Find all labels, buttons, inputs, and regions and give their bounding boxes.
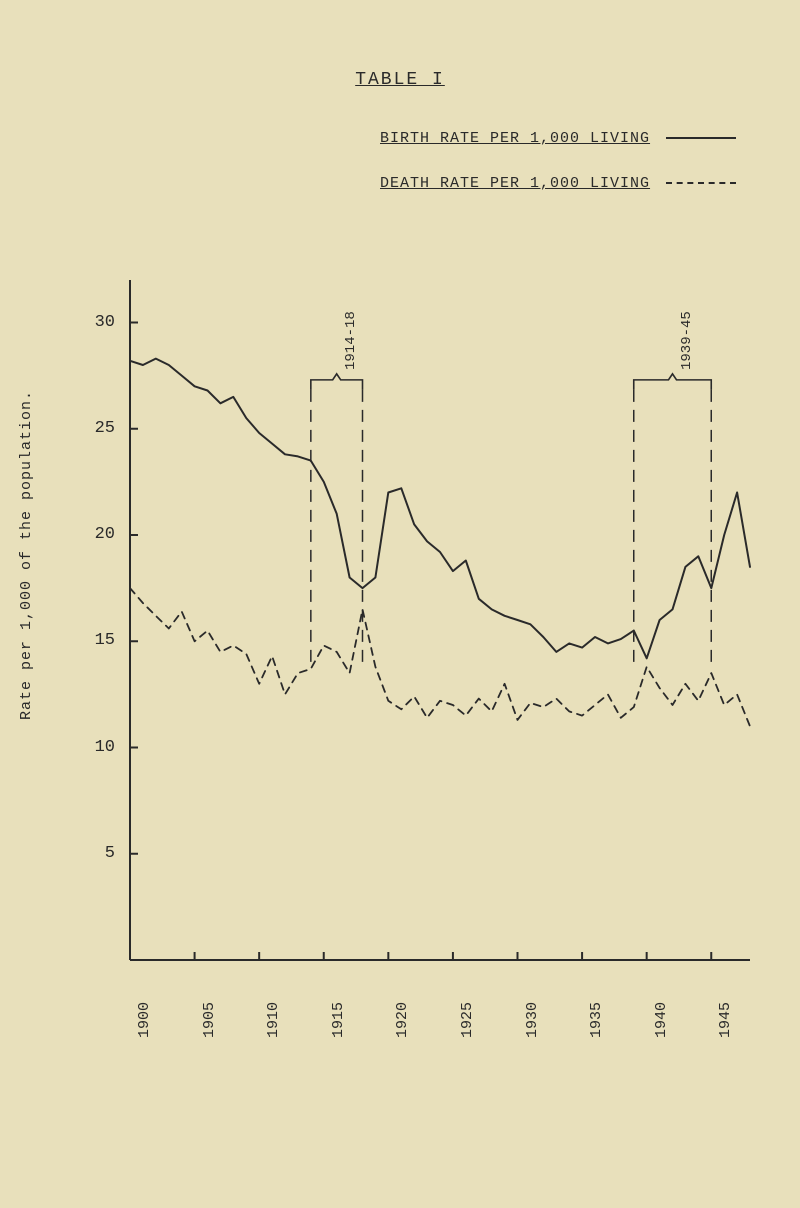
page: TABLE I BIRTH RATE PER 1,000 LIVING DEAT… bbox=[0, 0, 800, 1208]
ytick-20: 20 bbox=[75, 525, 115, 544]
xtick-1915: 1915 bbox=[330, 1002, 347, 1038]
xtick-1925: 1925 bbox=[459, 1002, 476, 1038]
xtick-1935: 1935 bbox=[588, 1002, 605, 1038]
xtick-1900: 1900 bbox=[136, 1002, 153, 1038]
death-line bbox=[130, 588, 750, 726]
xtick-1945: 1945 bbox=[717, 1002, 734, 1038]
xtick-1930: 1930 bbox=[524, 1002, 541, 1038]
ytick-5: 5 bbox=[75, 844, 115, 863]
period-label-1914-18: 1914-18 bbox=[343, 311, 359, 370]
birth-line bbox=[130, 359, 750, 659]
xtick-1905: 1905 bbox=[201, 1002, 218, 1038]
xtick-1920: 1920 bbox=[394, 1002, 411, 1038]
ytick-30: 30 bbox=[75, 313, 115, 332]
xtick-1910: 1910 bbox=[265, 1002, 282, 1038]
ytick-25: 25 bbox=[75, 419, 115, 438]
xtick-1940: 1940 bbox=[653, 1002, 670, 1038]
ytick-10: 10 bbox=[75, 738, 115, 757]
period-label-1939-45: 1939-45 bbox=[679, 311, 695, 370]
ytick-15: 15 bbox=[75, 631, 115, 650]
